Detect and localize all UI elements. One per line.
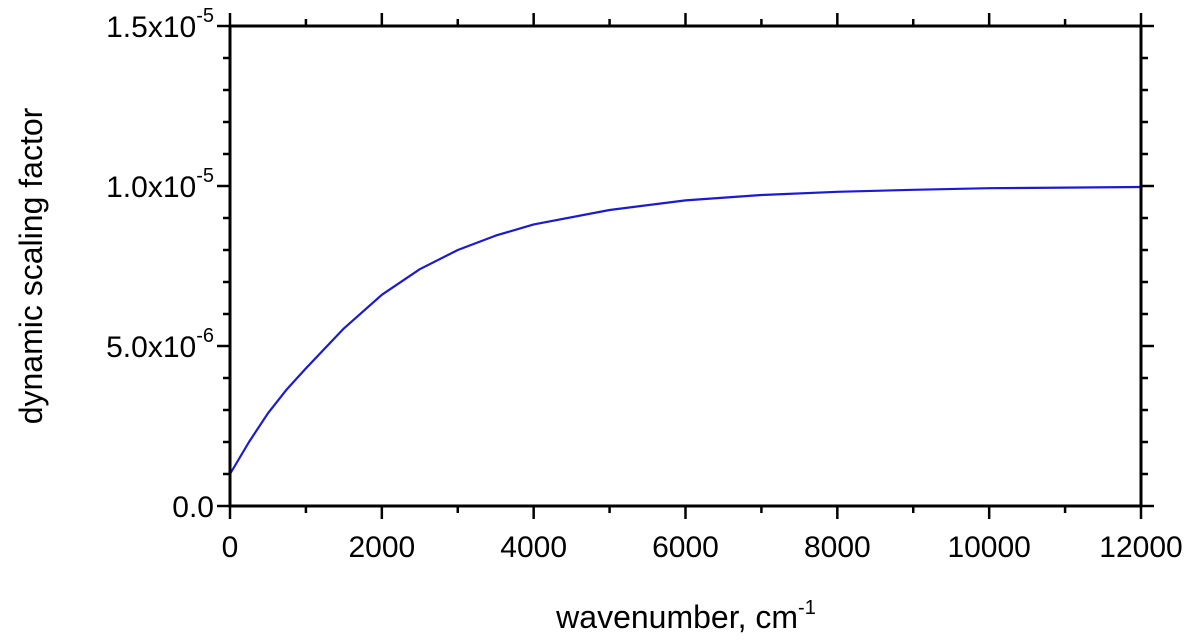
- x-tick-labels: 0 2000 4000 6000 8000 10000 12000: [222, 531, 1183, 564]
- series-line: [229, 185, 1142, 475]
- x-tick-label: 2000: [348, 531, 415, 564]
- x-tick-label: 10000: [947, 531, 1030, 564]
- y-tick-labels: 0.0 5.0x10-6 1.0x10-5 1.5x10-5: [106, 5, 214, 524]
- x-tick-label: 12000: [1099, 531, 1182, 564]
- x-tick-label: 8000: [804, 531, 871, 564]
- x-axis-title: wavenumber, cm-1: [555, 597, 816, 635]
- x-tick-label: 0: [222, 531, 239, 564]
- y-tick-label: 1.0x10-5: [106, 165, 214, 204]
- series-layer: [229, 185, 1142, 475]
- axis-ticks: [217, 13, 1154, 519]
- y-axis-title: dynamic scaling factor: [13, 107, 49, 424]
- y-tick-label: 5.0x10-6: [106, 325, 214, 364]
- x-axis-title-superscript: -1: [798, 597, 816, 619]
- x-tick-label: 4000: [500, 531, 567, 564]
- x-tick-label: 6000: [652, 531, 719, 564]
- y-tick-label: 0.0: [172, 491, 214, 524]
- plot-frame: [228, 24, 1143, 508]
- y-tick-label: 1.5x10-5: [106, 5, 214, 44]
